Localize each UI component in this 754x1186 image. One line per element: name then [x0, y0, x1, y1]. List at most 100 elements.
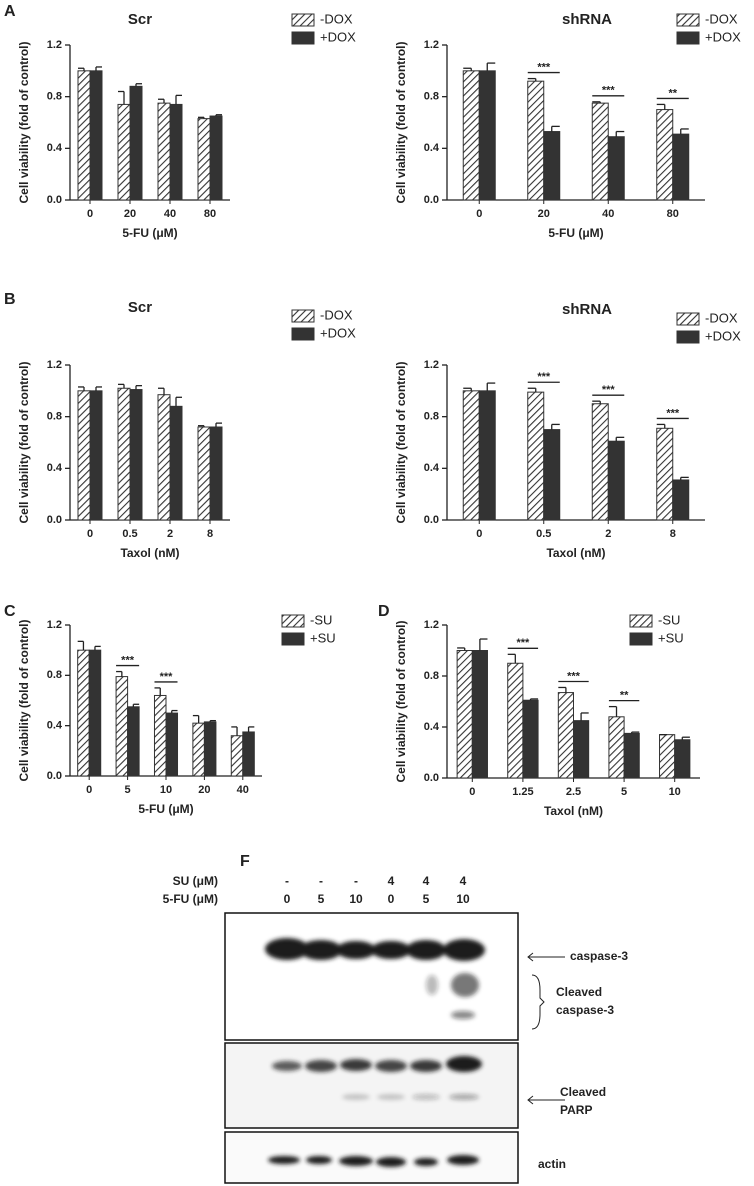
x-tick-label: 0 — [476, 528, 482, 540]
bar — [209, 426, 223, 521]
blot-header-value: 10 — [456, 892, 470, 906]
bar — [230, 735, 244, 777]
legend-swatch — [629, 632, 653, 646]
legend-label: +SU — [310, 630, 336, 645]
chart-title: shRNA — [562, 301, 612, 318]
legend-swatch — [676, 13, 700, 27]
significance-label: *** — [537, 371, 551, 383]
legend-label: -SU — [310, 612, 332, 627]
x-axis-title: Taxol (nM) — [546, 546, 605, 560]
blot-header-label: SU (μM) — [173, 874, 218, 888]
blot-header-label: 5-FU (μM) — [163, 892, 218, 906]
x-tick-label: 0 — [469, 786, 475, 798]
significance-label: *** — [160, 671, 174, 683]
bar — [462, 70, 480, 201]
y-tick-label: 0.8 — [47, 669, 62, 681]
x-tick-label: 40 — [164, 208, 176, 220]
x-tick-label: 40 — [237, 784, 249, 796]
bar — [89, 70, 103, 201]
bar — [573, 720, 590, 779]
bar — [129, 85, 143, 201]
western-blot — [224, 912, 565, 1184]
y-tick-label: 1.2 — [424, 359, 439, 371]
y-tick-label: 0.4 — [47, 462, 63, 474]
blot-header-value: 0 — [284, 892, 291, 906]
y-axis-title: Cell viability (fold of control) — [394, 620, 408, 782]
bar — [203, 721, 217, 777]
legend-label: +DOX — [705, 328, 741, 343]
bar — [117, 103, 131, 201]
bar — [591, 403, 609, 521]
bar — [607, 440, 625, 521]
x-tick-label: 20 — [538, 208, 550, 220]
x-tick-label: 10 — [160, 784, 172, 796]
blot-header-value: - — [319, 874, 323, 888]
bar — [543, 429, 561, 521]
x-tick-label: 5 — [621, 786, 627, 798]
bar — [192, 722, 205, 777]
x-tick-label: 80 — [204, 208, 216, 220]
legend-swatch — [281, 632, 305, 646]
bar — [88, 649, 102, 777]
significance-label: *** — [516, 637, 530, 649]
legend-swatch — [629, 614, 653, 628]
bar — [169, 103, 183, 201]
y-tick-label: 0.0 — [424, 772, 439, 784]
y-tick-label: 0.8 — [47, 411, 62, 423]
x-tick-label: 2 — [605, 528, 611, 540]
x-tick-label: 0 — [87, 528, 93, 540]
y-tick-label: 0.8 — [424, 411, 439, 423]
y-tick-label: 0.4 — [47, 720, 63, 732]
x-axis-title: 5-FU (μM) — [548, 226, 603, 240]
panel-label: D — [378, 603, 390, 620]
bar — [522, 699, 539, 779]
y-tick-label: 1.2 — [47, 359, 62, 371]
significance-label: *** — [602, 384, 616, 396]
blot-label: PARP — [560, 1103, 592, 1117]
y-tick-label: 1.2 — [47, 619, 62, 631]
bar — [197, 426, 211, 521]
chart-title: shRNA — [562, 11, 612, 28]
panel-label: C — [4, 603, 16, 620]
legend-swatch — [281, 614, 305, 628]
legend-label: +DOX — [705, 29, 741, 44]
x-axis-title: 5-FU (μM) — [122, 226, 177, 240]
legend-label: -DOX — [320, 307, 353, 322]
y-axis-title: Cell viability (fold of control) — [17, 361, 31, 523]
y-axis-title: Cell viability (fold of control) — [17, 41, 31, 203]
bar — [127, 706, 140, 777]
bar — [129, 389, 143, 521]
chart-title: Scr — [128, 11, 152, 28]
blot-label: caspase-3 — [570, 949, 628, 963]
bar — [77, 70, 91, 201]
legend-label: -DOX — [705, 310, 738, 325]
bar — [608, 716, 625, 779]
significance-label: *** — [567, 670, 581, 682]
bar — [153, 694, 167, 777]
legend-label: +SU — [658, 630, 684, 645]
bar — [672, 133, 690, 201]
legend-swatch — [676, 330, 700, 344]
y-tick-label: 0.8 — [424, 91, 439, 103]
blot-header-value: 5 — [423, 892, 430, 906]
x-tick-label: 20 — [198, 784, 210, 796]
x-tick-label: 20 — [124, 208, 136, 220]
bar — [656, 109, 674, 201]
bar — [89, 390, 103, 521]
y-tick-label: 0.4 — [424, 142, 440, 154]
bar — [507, 662, 524, 779]
x-tick-label: 1.25 — [512, 786, 533, 798]
bar — [557, 692, 575, 779]
significance-label: *** — [602, 85, 616, 97]
blot-box — [224, 1042, 519, 1129]
x-tick-label: 0 — [476, 208, 482, 220]
blot-header-value: 5 — [318, 892, 325, 906]
legend-label: -DOX — [705, 11, 738, 26]
y-axis-title: Cell viability (fold of control) — [394, 361, 408, 523]
y-tick-label: 0.0 — [47, 770, 62, 782]
legend-swatch — [291, 13, 315, 27]
significance-label: *** — [121, 654, 135, 666]
bar — [462, 390, 480, 521]
legend-swatch — [676, 312, 700, 326]
bar — [197, 118, 211, 201]
